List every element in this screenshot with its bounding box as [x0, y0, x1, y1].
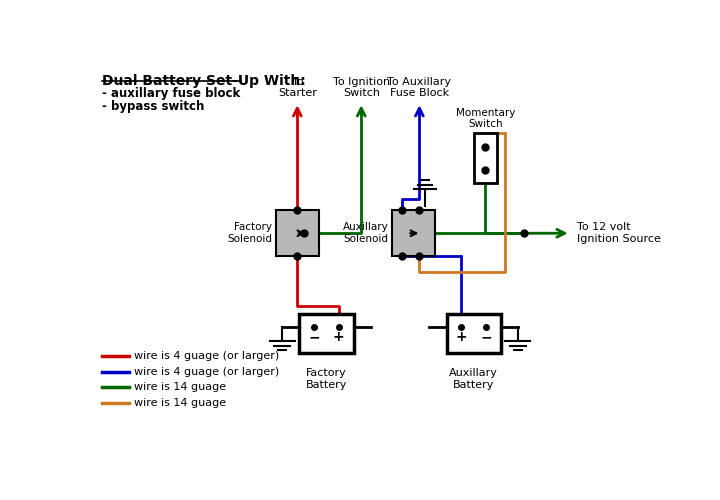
Text: +: +: [333, 330, 345, 344]
Text: - auxillary fuse block: - auxillary fuse block: [102, 87, 240, 100]
Text: wire is 4 guage (or larger): wire is 4 guage (or larger): [134, 352, 279, 362]
Text: - bypass switch: - bypass switch: [102, 100, 204, 113]
Text: +: +: [456, 330, 467, 344]
Text: wire is 14 guage: wire is 14 guage: [134, 382, 226, 392]
Text: Factory
Solenoid: Factory Solenoid: [227, 222, 272, 244]
Text: To 12 volt
Ignition Source: To 12 volt Ignition Source: [577, 222, 660, 244]
Bar: [446, 314, 500, 352]
Text: wire is 4 guage (or larger): wire is 4 guage (or larger): [134, 367, 279, 377]
Text: Dual Battery Set-Up With:: Dual Battery Set-Up With:: [102, 74, 305, 88]
Text: Auxillary
Battery: Auxillary Battery: [449, 368, 498, 390]
Text: To
Starter: To Starter: [278, 77, 317, 98]
Text: −: −: [480, 330, 492, 344]
Text: Factory
Battery: Factory Battery: [306, 368, 347, 390]
Bar: [392, 210, 435, 256]
Bar: [474, 133, 497, 183]
Text: wire is 14 guage: wire is 14 guage: [134, 398, 226, 407]
Text: To Ignition
Switch: To Ignition Switch: [333, 77, 390, 98]
Bar: [276, 210, 319, 256]
Text: To Auxillary
Fuse Block: To Auxillary Fuse Block: [387, 77, 451, 98]
Text: Momentary
Switch: Momentary Switch: [456, 108, 515, 130]
Text: −: −: [308, 330, 320, 344]
Bar: [300, 314, 354, 352]
Text: Auxillary
Solenoid: Auxillary Solenoid: [343, 222, 388, 244]
